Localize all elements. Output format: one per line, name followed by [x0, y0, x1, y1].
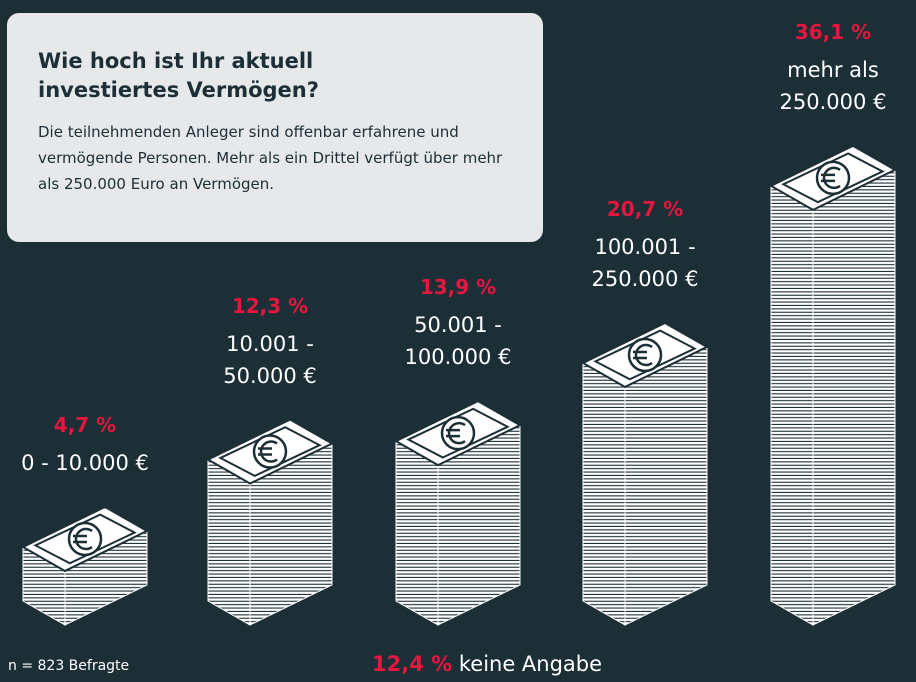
- category-label: 0 - 10.000 €: [0, 447, 175, 479]
- stack-label: 20,7 % 100.001 - 250.000 €: [570, 193, 720, 295]
- percent-label: 13,9 %: [383, 271, 533, 303]
- stack-left-face: [771, 186, 813, 625]
- stack-label: 36,1 % mehr als 250.000 €: [758, 16, 908, 118]
- money-stack: [208, 420, 332, 625]
- no-answer-value: 12,4 %: [372, 652, 452, 676]
- category-label: 100.001 - 250.000 €: [570, 231, 720, 295]
- stack-right-face: [813, 170, 895, 625]
- percent-label: 4,7 %: [0, 409, 175, 441]
- money-stack: [23, 507, 147, 625]
- no-answer-text: keine Angabe: [459, 652, 602, 676]
- category-label: mehr als 250.000 €: [758, 54, 908, 118]
- money-stack: [583, 323, 707, 625]
- stack-left-face: [583, 363, 625, 625]
- stack-label: 12,3 % 10.001 - 50.000 €: [195, 290, 345, 392]
- sample-note: n = 823 Befragte: [8, 658, 129, 674]
- stack-label: 4,7 % 0 - 10.000 €: [0, 409, 175, 479]
- percent-label: 12,3 %: [195, 290, 345, 322]
- category-label: 10.001 - 50.000 €: [195, 328, 345, 392]
- stack-label: 13,9 % 50.001 - 100.000 €: [383, 271, 533, 373]
- percent-label: 36,1 %: [758, 16, 908, 48]
- money-stack: [396, 401, 520, 625]
- no-answer: 12,4 % keine Angabe: [372, 652, 602, 676]
- money-stack: [771, 146, 895, 625]
- stack-right-face: [625, 347, 707, 625]
- category-label: 50.001 - 100.000 €: [383, 309, 533, 373]
- percent-label: 20,7 %: [570, 193, 720, 225]
- stack-left-face: [208, 460, 250, 625]
- infographic: Wie hoch ist Ihr aktuell investiertes Ve…: [0, 0, 916, 682]
- stack-left-face: [396, 441, 438, 625]
